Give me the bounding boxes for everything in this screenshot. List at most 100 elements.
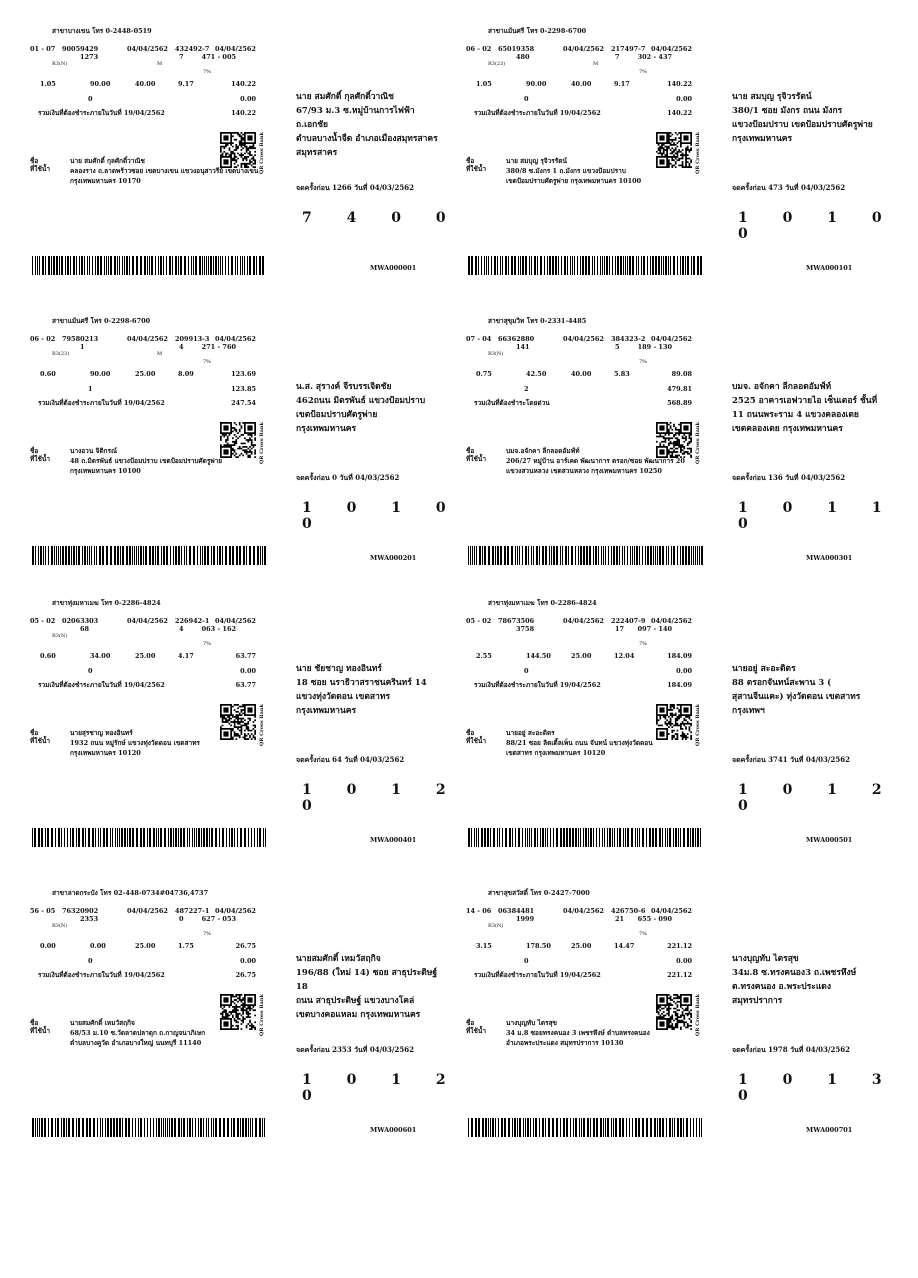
previous-reading: จดครั้งก่อน 64 วันที่ 04/03/2562	[296, 755, 405, 764]
water-bill: สาขาแม้นศรี โทร 0-2298-6700 06 - 02 795802…	[30, 318, 470, 598]
mailing-address: นาย ชัยชาญ ทองอินทร์ 18 ซอย นราธิวาสราชนค…	[296, 662, 446, 718]
reading-value: 3758	[516, 625, 535, 633]
customer-name: นาย สมบุญ รุจิวรรัตน์	[506, 157, 567, 165]
arrear-amount: 479.81	[667, 385, 692, 393]
service-charge: 40.00	[135, 80, 156, 88]
days: 4	[179, 343, 184, 351]
days: 0	[179, 915, 184, 923]
due-total: 63.77	[235, 681, 256, 689]
arrear-amount: 0.00	[676, 95, 692, 103]
meter-reading-code: 1 0 1 2 0	[302, 782, 461, 814]
ref-number: 217497-7	[611, 45, 646, 53]
mailing-address-line: เขตคลองเตย กรุงเทพมหานคร	[732, 424, 843, 434]
meter-reading-code: 7 4 0 0	[302, 210, 461, 226]
name-label: ชื่อ	[30, 729, 39, 737]
mailing-address-line: นายอยู่ สะอะดิตร	[732, 664, 796, 674]
water-bill: สาขาทุ่งมหาเมฆ โทร 0-2286-4824 05 - 02 786…	[466, 600, 906, 880]
mailing-address-line: สุสานจีนแคะ) ทุ่งวัดดอน เขตสาทร	[732, 692, 861, 702]
meter-number: 79580213	[62, 335, 99, 343]
read-date: 04/04/2562	[127, 907, 168, 915]
name-label: ชื่อ	[466, 447, 475, 455]
water-bill: สาขาทุ่งมหาเมฆ โทร 0-2286-4824 05 - 02 020…	[30, 600, 470, 880]
days: 7	[615, 53, 620, 61]
mailing-address-line: นาย สมบุญ รุจิวรรัตน์	[732, 92, 812, 102]
previous-reading: จดครั้งก่อน 136 วันที่ 04/03/2562	[732, 473, 846, 482]
reading-value: 68	[80, 625, 90, 633]
usage: 3.15	[476, 942, 492, 950]
meter-size: M	[157, 61, 163, 67]
arrear-amount: 0.00	[240, 957, 256, 965]
meter-number: 06384481	[498, 907, 535, 915]
route-code: 627 - 053	[201, 915, 236, 923]
mailing-address-line: 18 ซอย นราธิวาสราชนครินทร์ 14	[296, 678, 427, 688]
zone: 07 - 04	[466, 335, 492, 343]
total-amount: 140.22	[667, 80, 692, 88]
usage: 1.05	[476, 80, 492, 88]
customer-name: นาย สมศักดิ์ กุลศักดิ์วาณิช	[70, 157, 145, 165]
mailing-address-line: ถนน สาธุประดิษฐ์ แขวงบางโคล่	[296, 996, 415, 1006]
service-address-2: เขตสาทร กรุงเทพมหานคร 10120	[506, 749, 606, 757]
mailing-address-line: 67/93 ม.3 ซ.หมู่บ้านการไฟฟ้า ถ.เอกชัย	[296, 106, 415, 130]
service-address-2: เขตป้อมปราบศัตรูพ่าย กรุงเทพมหานคร 10100	[506, 177, 642, 185]
customer-name: บมจ.อจักคา ลีกลอดอัมฟ์ท์	[506, 447, 580, 455]
mailing-address-line: บมจ. อจักคา ลีกลอดอัมฟ์ท์	[732, 382, 832, 392]
service-address-2: ตำบลบางคูวัด อำเภอบางใหญ่ นนทบุรี 11140	[70, 1039, 202, 1047]
service-address-2: กรุงเทพมหานคร 10170	[70, 177, 141, 185]
vat-amount: 14.47	[614, 942, 635, 950]
arrear-amount: 0.00	[240, 667, 256, 675]
barcode	[468, 546, 703, 565]
usage: 2.55	[476, 652, 492, 660]
service-charge: 25.00	[571, 942, 592, 950]
qr-code	[220, 132, 256, 168]
mwa-code: MWA000301	[806, 554, 853, 562]
vat-amount: 1.75	[178, 942, 194, 950]
zone: 05 - 02	[466, 617, 492, 625]
previous-reading: จดครั้งก่อน 2353 วันที่ 04/03/2562	[296, 1045, 414, 1054]
mailing-address-line: 11 ถนนพระราม 4 แขวงคลองเตย	[732, 410, 859, 420]
water-charge: 90.00	[90, 370, 111, 378]
meter-number: 90059429	[62, 45, 99, 53]
mailing-address-line: เขตบางคอแหลม กรุงเทพมหานคร	[296, 1010, 421, 1020]
rate-code: R3(23)	[488, 61, 506, 67]
mailing-address: นางบุญทับ ไตรสุข 34ม.8 ซ.ทรงคนอง3 ถ.เพชรห…	[732, 952, 882, 1008]
mailing-address: นายสมศักดิ์ เหมวัสฤกิจ 196/88 (ใหม่ 14) ซ…	[296, 952, 446, 1022]
customer-name: นางอวน จิติกรณ์	[70, 447, 118, 455]
vat-percent: 7%	[203, 69, 211, 75]
arrear-count: 0	[88, 667, 93, 675]
mailing-address: น.ส. สุรางค์ จีรบรรเจิดชัย 462ถนน มิตรพัน…	[296, 380, 446, 436]
ref-number: 432492-7	[175, 45, 210, 53]
mailing-address-line: นายสมศักดิ์ เหมวัสฤกิจ	[296, 954, 381, 964]
name-label: ชื่อ	[30, 447, 39, 455]
name-label: ชื่อ	[466, 729, 475, 737]
route-code: 063 - 162	[201, 625, 236, 633]
water-bill: สาขาแม้นศรี โทร 0-2298-6700 06 - 02 650193…	[466, 28, 906, 308]
due-total: 247.54	[231, 399, 256, 407]
read-date: 04/04/2562	[563, 335, 604, 343]
qr-code	[656, 994, 692, 1030]
read-date: 04/04/2562	[127, 335, 168, 343]
zone: 01 - 07	[30, 45, 56, 53]
customer-name: นายสุรชาญ ทองอินทร์	[70, 729, 133, 737]
address-label: ที่ใช้น้ำ	[466, 455, 486, 463]
address-label: ที่ใช้น้ำ	[30, 165, 50, 173]
service-address-2: กรุงเทพมหานคร 10100	[70, 467, 141, 475]
total-amount: 221.12	[667, 942, 692, 950]
due-label: รวมเงินที่ต้องชำระโดยด่วน	[474, 399, 550, 407]
mailing-address-line: นาย ชัยชาญ ทองอินทร์	[296, 664, 382, 674]
mailing-address-line: 88 ตรอกจันทน์สะพาน 3 (	[732, 678, 832, 688]
read-date: 04/04/2562	[563, 617, 604, 625]
vat-percent: 7%	[639, 931, 647, 937]
arrear-count: 0	[88, 957, 93, 965]
mwa-code: MWA000001	[370, 264, 417, 272]
address-label: ที่ใช้น้ำ	[30, 455, 50, 463]
service-address-2: กรุงเทพมหานคร 10120	[70, 749, 141, 757]
due-date: 04/04/2562	[651, 45, 692, 53]
qr-label: QR Cross Bank	[259, 704, 265, 747]
vat-amount: 4.17	[178, 652, 194, 660]
branch-header: สาขาสุขสวัสดิ์ โทร 0-2427-7000	[488, 889, 590, 897]
total-amount: 63.77	[235, 652, 256, 660]
water-charge: 90.00	[90, 80, 111, 88]
rate-code: R3(23)	[52, 351, 70, 357]
mailing-address-line: สมุทรปราการ	[732, 996, 783, 1006]
service-address: 34 ม.8 ซอยทรงคนอง 3 เพชรหึงษ์ ตำบลทรงคนอ…	[506, 1029, 650, 1037]
